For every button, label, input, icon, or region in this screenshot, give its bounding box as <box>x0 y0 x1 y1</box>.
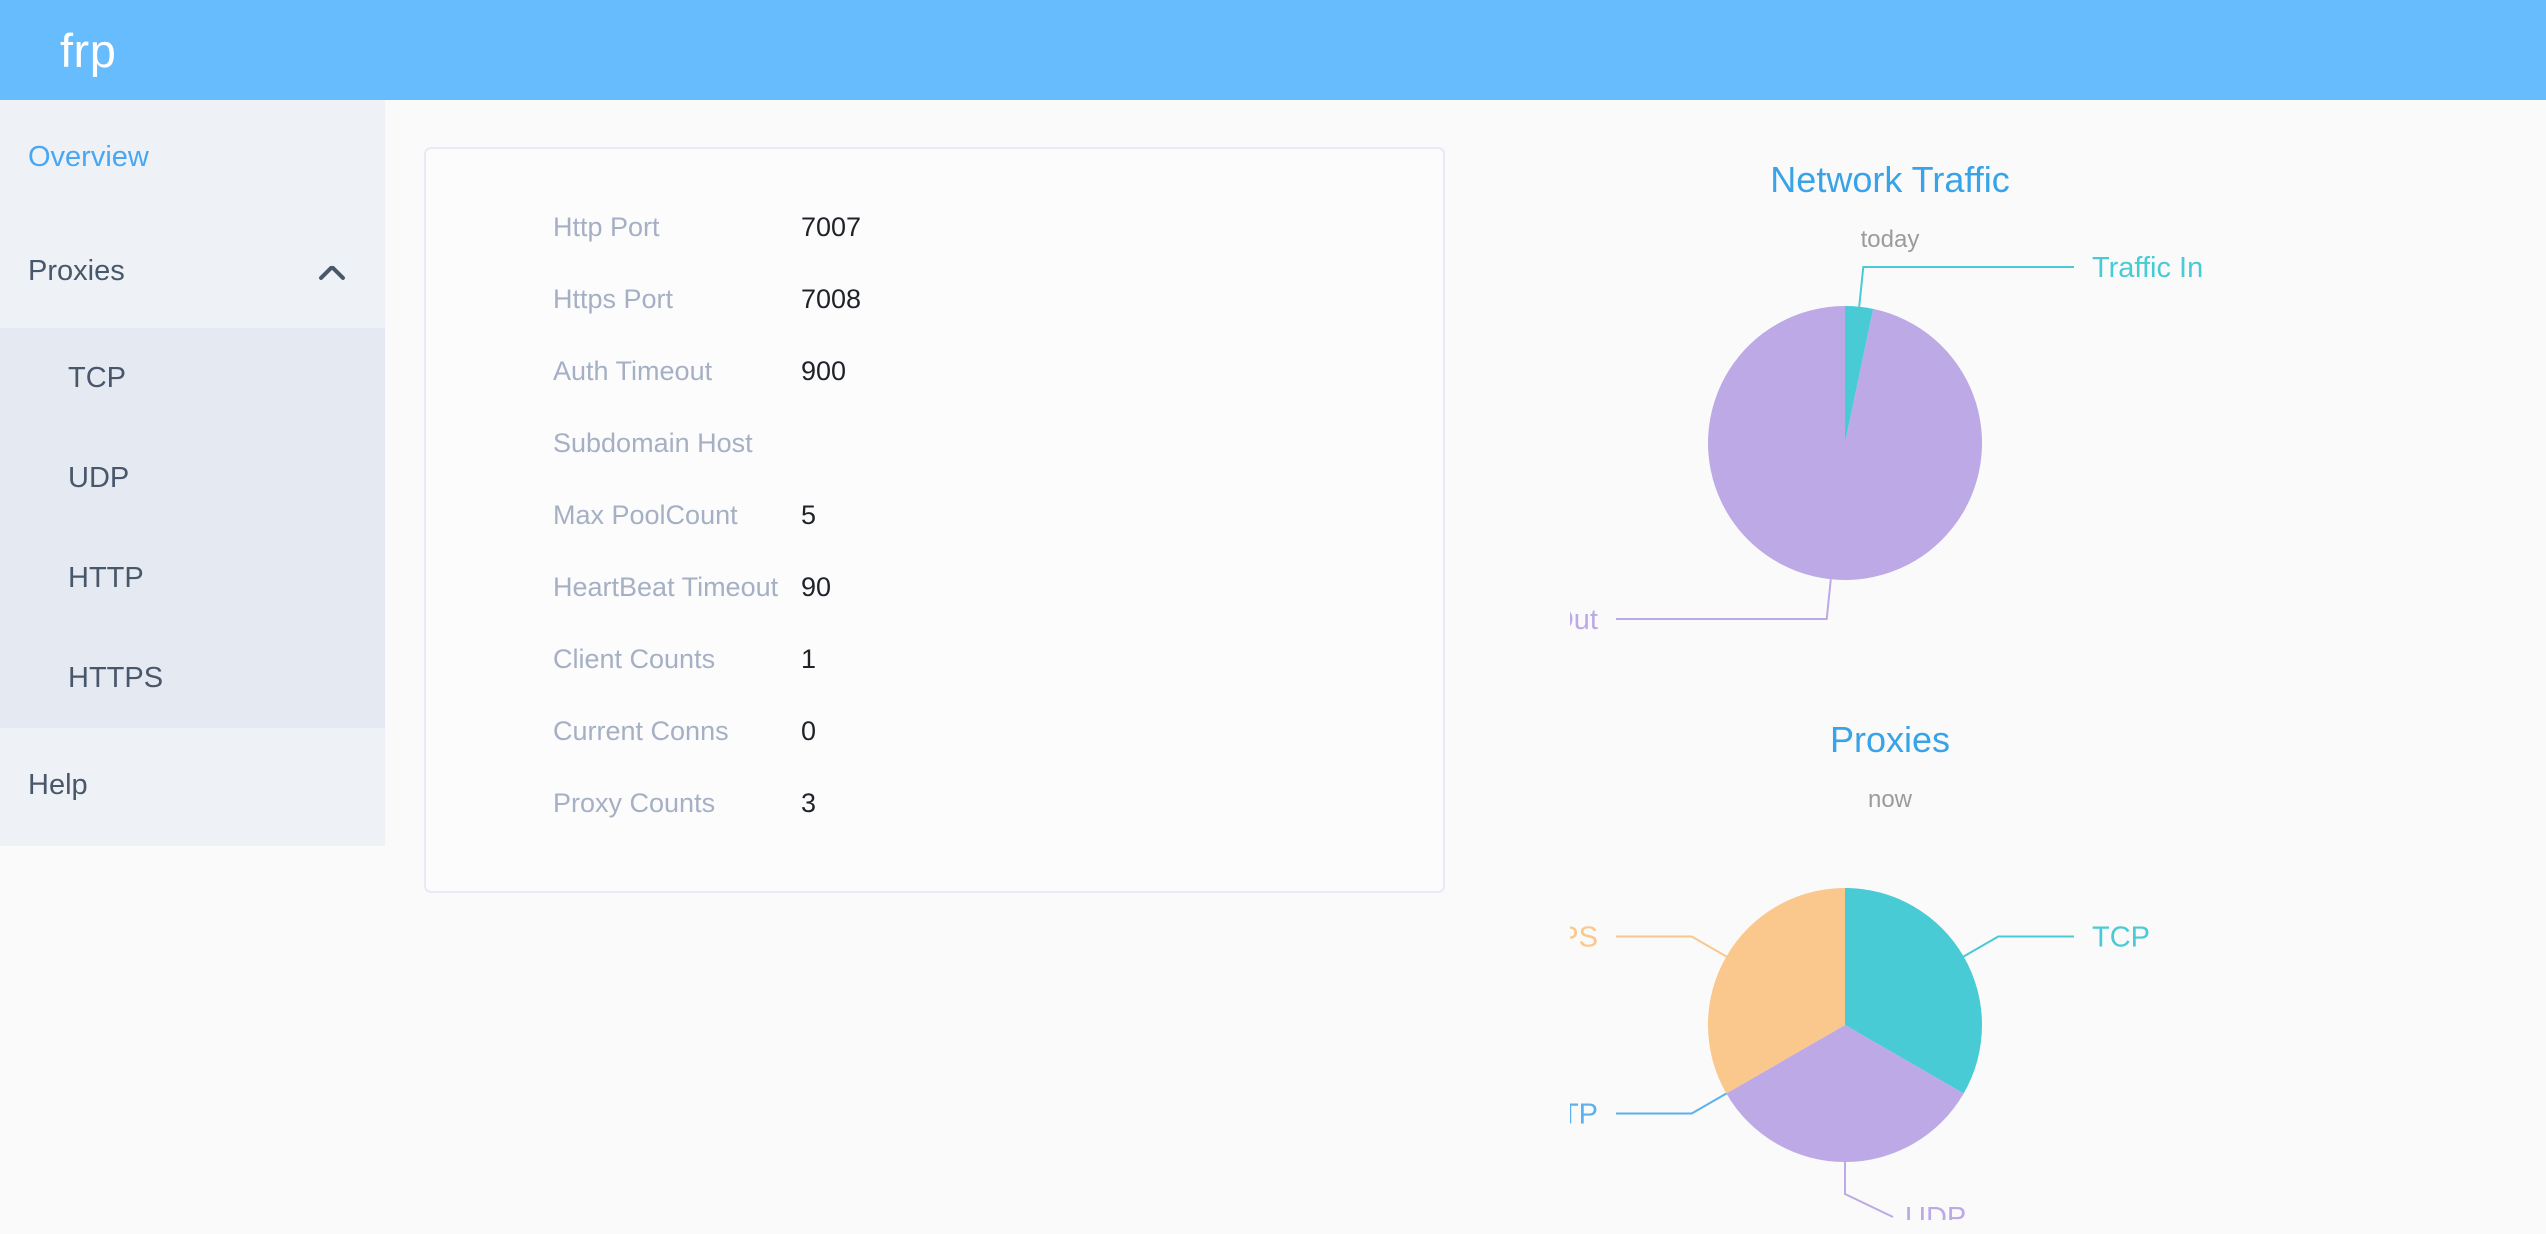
pie-label-http: HTTP <box>1570 1099 1598 1131</box>
info-row-client-counts: Client Counts 1 <box>426 623 1443 695</box>
pie-slice-traffic-out[interactable] <box>1708 306 1983 580</box>
sidebar-item-https-label: HTTPS <box>68 661 164 694</box>
proxies-subtitle: now <box>1867 786 1913 813</box>
info-value-current-conns: 0 <box>801 715 817 746</box>
server-info-card: Http Port 7007 Https Port 7008 Auth Time… <box>424 147 1445 893</box>
info-value-auth-timeout: 900 <box>801 355 847 386</box>
pie-slice-https[interactable] <box>1707 888 1845 1094</box>
info-label-subdomain-host: Subdomain Host <box>553 427 753 458</box>
info-row-http-port: Http Port 7007 <box>426 191 1443 263</box>
info-label-https-port: Https Port <box>553 283 674 314</box>
sidebar-item-tcp-label: TCP <box>68 361 126 394</box>
pie-leader-line <box>1858 266 2074 307</box>
info-label-max-poolcount: Max PoolCount <box>553 499 738 530</box>
pie-label-udp: UDP <box>1905 1202 1966 1220</box>
info-label-heartbeat-timeout: HeartBeat Timeout <box>553 571 779 602</box>
pie-leader-line <box>1963 935 2074 958</box>
info-label-auth-timeout: Auth Timeout <box>553 355 713 386</box>
sidebar-item-proxies[interactable]: Proxies <box>0 214 385 328</box>
proxies-chart: Proxies now TCP UDP HTTP HTTPS <box>1570 700 2210 1221</box>
pie-leader-line <box>1844 1162 1894 1218</box>
sidebar-item-udp[interactable]: UDP <box>0 428 385 528</box>
info-value-proxy-counts: 3 <box>801 787 817 818</box>
info-value-client-counts: 1 <box>801 643 817 674</box>
network-traffic-chart: Network Traffic today Traffic In Traffic … <box>1570 140 2210 660</box>
app-header: frp <box>0 0 2546 100</box>
info-row-subdomain-host: Subdomain Host <box>426 407 1443 479</box>
pie-leader-line <box>1616 579 1832 620</box>
pie-slice-traffic-in[interactable] <box>1845 306 1874 443</box>
server-info-table: Http Port 7007 Https Port 7008 Auth Time… <box>426 191 1443 839</box>
info-value-heartbeat-timeout: 90 <box>801 571 832 602</box>
sidebar-item-http[interactable]: HTTP <box>0 528 385 628</box>
sidebar-item-help[interactable]: Help <box>0 728 385 842</box>
info-label-proxy-counts: Proxy Counts <box>553 787 716 818</box>
pie-label-traffic in: Traffic In <box>2092 252 2203 284</box>
info-value-max-poolcount: 5 <box>801 499 817 530</box>
network-traffic-subtitle: today <box>1860 226 1920 253</box>
pie-leader-line <box>1616 1092 1727 1115</box>
sidebar-item-overview-label: Overview <box>28 140 149 173</box>
info-value-http-port: 7007 <box>801 211 862 242</box>
app-logo-frp: frp <box>60 23 117 77</box>
info-row-current-conns: Current Conns 0 <box>426 695 1443 767</box>
proxies-title: Proxies <box>1829 719 1951 760</box>
info-value-https-port: 7008 <box>801 283 862 314</box>
pie-label-https: HTTPS <box>1570 922 1598 954</box>
chevron-up-icon[interactable] <box>319 258 345 284</box>
pie-slice-tcp[interactable] <box>1845 888 1983 1094</box>
sidebar-item-tcp[interactable]: TCP <box>0 328 385 428</box>
network-traffic-title: Network Traffic <box>1770 159 2010 200</box>
sidebar-item-http-label: HTTP <box>68 561 144 594</box>
sidebar-submenu-proxies: TCP UDP HTTP HTTPS <box>0 328 385 728</box>
info-label-http-port: Http Port <box>553 211 660 242</box>
pie-label-tcp: TCP <box>2092 922 2150 954</box>
sidebar-item-overview[interactable]: Overview <box>0 100 385 214</box>
pie-leader-line <box>1616 935 1727 958</box>
info-row-heartbeat-timeout: HeartBeat Timeout 90 <box>426 551 1443 623</box>
sidebar-item-udp-label: UDP <box>68 461 130 494</box>
sidebar-item-https[interactable]: HTTPS <box>0 628 385 728</box>
info-row-max-poolcount: Max PoolCount 5 <box>426 479 1443 551</box>
sidebar-nav: Overview Proxies TCP UDP HTTP HTTPS Help <box>0 100 385 846</box>
info-row-https-port: Https Port 7008 <box>426 263 1443 335</box>
info-label-current-conns: Current Conns <box>553 715 729 746</box>
pie-slice-udp[interactable] <box>1726 1025 1964 1163</box>
info-row-auth-timeout: Auth Timeout 900 <box>426 335 1443 407</box>
info-row-proxy-counts: Proxy Counts 3 <box>426 767 1443 839</box>
info-label-client-counts: Client Counts <box>553 643 716 674</box>
sidebar-item-proxies-label: Proxies <box>28 254 125 287</box>
sidebar-item-help-label: Help <box>28 768 88 801</box>
pie-label-traffic out: Traffic Out <box>1570 604 1598 636</box>
